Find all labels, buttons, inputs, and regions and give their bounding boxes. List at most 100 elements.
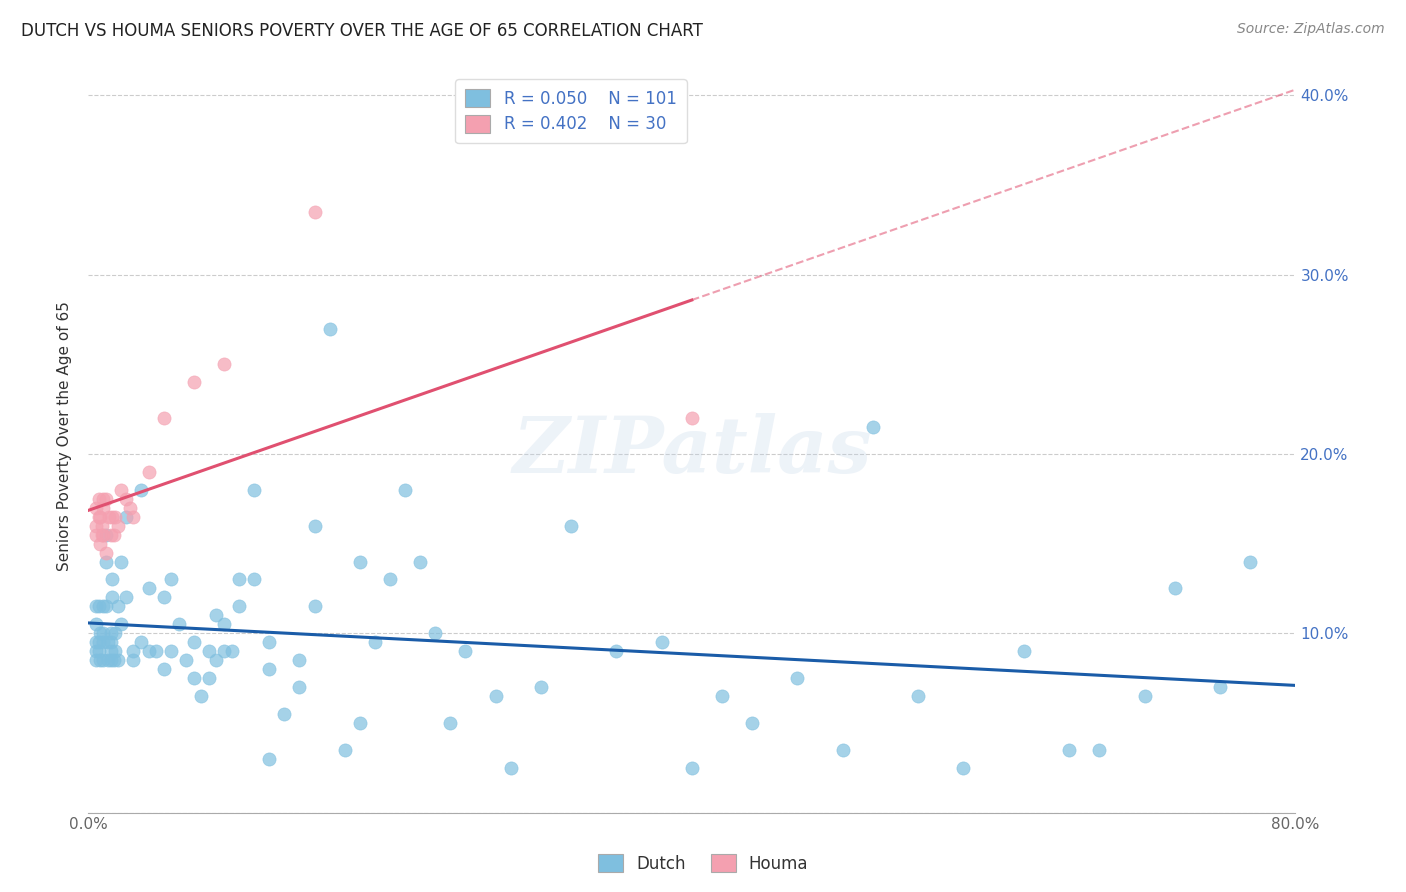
Point [1133,689,1156,703]
Text: ZIPatlas: ZIPatlas [512,413,872,490]
Point [409,555,432,569]
Point [89,509,111,524]
Point [952,761,974,775]
Point [103,527,125,541]
Point [91,626,114,640]
Point [605,644,627,658]
Point [167,617,190,632]
Point [104,626,127,640]
Point [107,518,129,533]
Point [1057,743,1080,757]
Point [89,536,111,550]
Point [651,635,673,649]
Point [499,761,522,775]
Point [378,573,401,587]
Point [485,689,508,703]
Point [91,500,114,515]
Point [862,420,884,434]
Point [98,509,121,524]
Point [364,635,387,649]
Point [84,653,107,667]
Point [91,491,114,506]
Point [1088,743,1111,757]
Point [96,546,118,560]
Point [243,483,266,497]
Point [91,599,114,614]
Point [205,608,228,623]
Point [100,527,122,541]
Point [120,500,142,515]
Point [84,518,107,533]
Point [212,617,235,632]
Point [560,518,582,533]
Point [138,465,160,479]
Point [122,644,145,658]
Point [183,671,205,685]
Point [100,635,122,649]
Point [87,599,110,614]
Point [907,689,929,703]
Point [87,491,110,506]
Point [681,761,703,775]
Point [115,509,138,524]
Point [89,653,111,667]
Point [152,591,174,605]
Point [741,715,763,730]
Point [228,599,250,614]
Point [89,626,111,640]
Point [212,644,235,658]
Point [288,653,311,667]
Text: DUTCH VS HOUMA SENIORS POVERTY OVER THE AGE OF 65 CORRELATION CHART: DUTCH VS HOUMA SENIORS POVERTY OVER THE … [21,22,703,40]
Point [104,644,127,658]
Legend: Dutch, Houma: Dutch, Houma [591,847,815,880]
Point [110,483,132,497]
Point [110,555,132,569]
Point [96,599,118,614]
Point [394,483,416,497]
Point [221,644,243,658]
Point [304,518,326,533]
Point [190,689,212,703]
Point [84,527,107,541]
Point [122,653,145,667]
Point [257,635,280,649]
Point [183,635,205,649]
Point [101,591,124,605]
Point [97,653,120,667]
Point [1012,644,1035,658]
Point [115,491,138,506]
Point [84,644,107,658]
Y-axis label: Seniors Poverty Over the Age of 65: Seniors Poverty Over the Age of 65 [58,301,72,571]
Point [228,573,250,587]
Point [138,644,160,658]
Point [786,671,808,685]
Point [1209,680,1232,694]
Point [530,680,553,694]
Point [97,635,120,649]
Point [84,635,107,649]
Point [87,509,110,524]
Point [84,500,107,515]
Point [205,653,228,667]
Point [711,689,734,703]
Point [107,653,129,667]
Point [87,644,110,658]
Point [681,411,703,425]
Point [100,653,122,667]
Point [91,653,114,667]
Point [104,509,127,524]
Point [91,635,114,649]
Point [101,509,124,524]
Point [333,743,356,757]
Point [100,644,122,658]
Point [425,626,447,640]
Point [122,509,145,524]
Point [96,555,118,569]
Legend: R = 0.050    N = 101, R = 0.402    N = 30: R = 0.050 N = 101, R = 0.402 N = 30 [456,79,686,144]
Point [349,715,371,730]
Point [91,527,114,541]
Point [145,644,167,658]
Point [84,599,107,614]
Point [152,662,174,676]
Point [183,376,205,390]
